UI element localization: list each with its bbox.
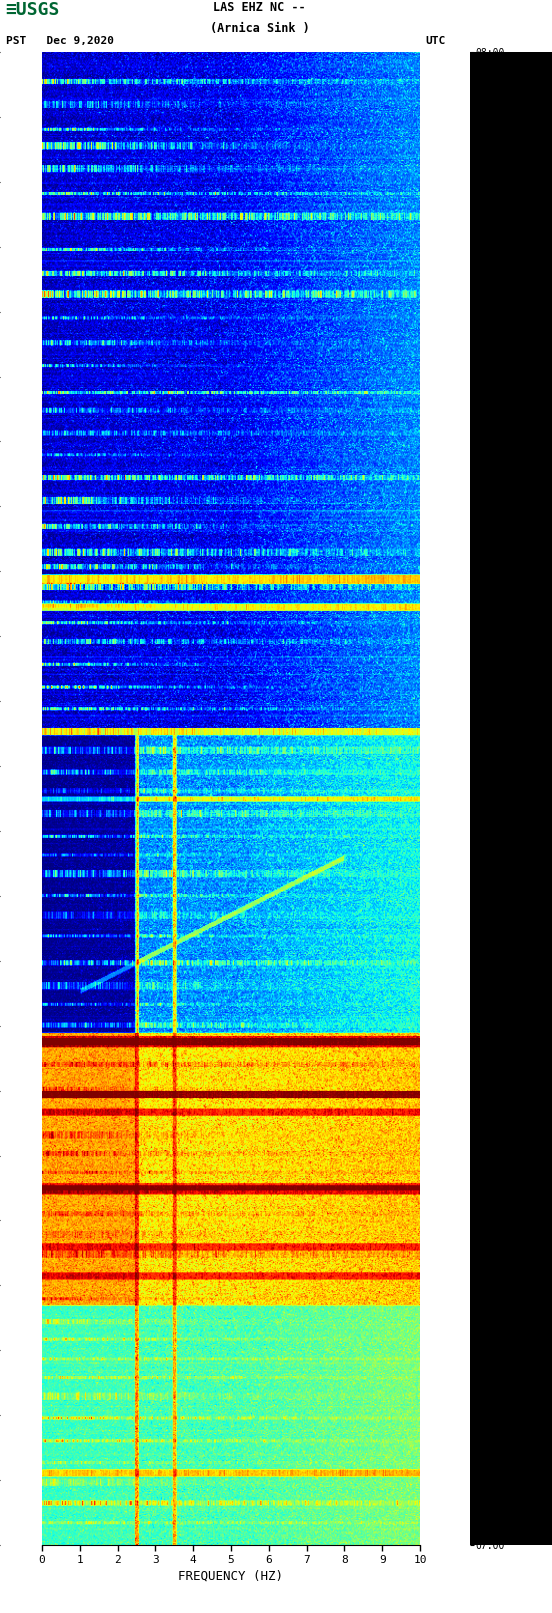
Text: LAS EHZ NC --: LAS EHZ NC --: [213, 2, 306, 15]
Text: (Arnica Sink ): (Arnica Sink ): [210, 23, 309, 35]
X-axis label: FREQUENCY (HZ): FREQUENCY (HZ): [178, 1569, 284, 1582]
Text: PST   Dec 9,2020: PST Dec 9,2020: [6, 37, 114, 47]
Text: UTC: UTC: [425, 37, 445, 47]
Text: ≡USGS: ≡USGS: [6, 2, 60, 19]
